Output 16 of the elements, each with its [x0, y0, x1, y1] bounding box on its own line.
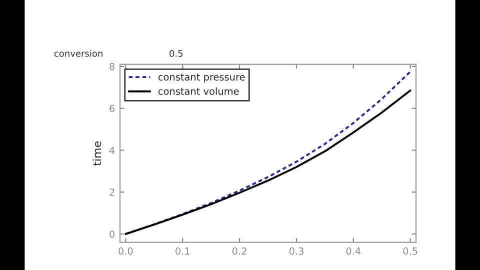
legend-label: constant pressure: [158, 74, 245, 83]
legend-label: constant volume: [158, 87, 239, 95]
x-tick-label: 0.0: [118, 247, 133, 255]
x-tick-label: 0.4: [346, 247, 361, 255]
text: 0.5: [170, 50, 183, 57]
x-tick-label: 0.3: [289, 247, 304, 255]
x-tick-label: 0.2: [232, 247, 246, 255]
y-tick-label: 6: [110, 104, 115, 112]
y-tick-label: 0: [110, 230, 114, 238]
y-tick-label: 2: [110, 188, 114, 196]
y-tick-label: 4: [109, 146, 115, 154]
y-tick-label: 8: [110, 62, 114, 70]
y-axis-title: time: [92, 141, 102, 166]
text: conversion: [54, 50, 102, 57]
x-tick-label: 0.5: [403, 247, 418, 255]
x-tick-label: 0.1: [176, 247, 190, 255]
